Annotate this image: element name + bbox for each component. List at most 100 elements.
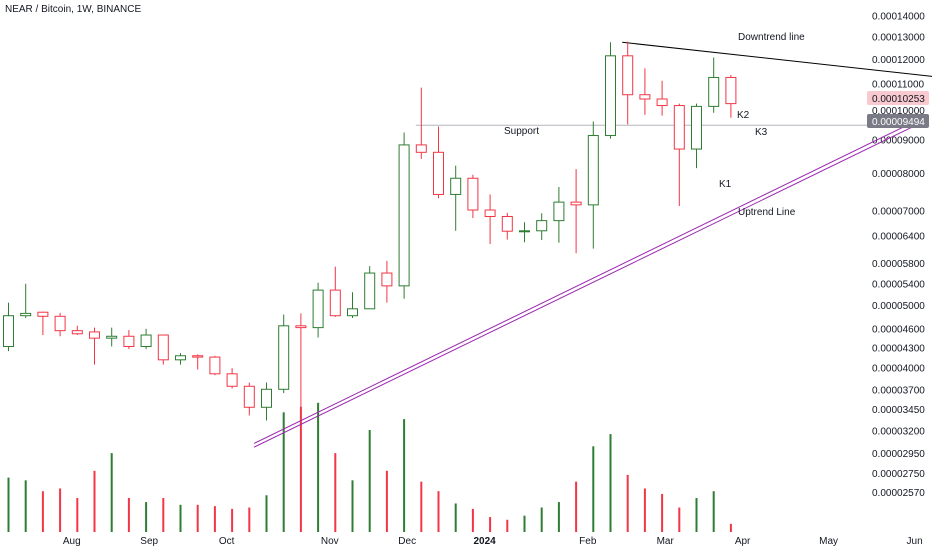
candle (484, 194, 496, 245)
volume-bar (145, 502, 148, 532)
candle (106, 327, 118, 347)
downtrend-label: Downtrend line (738, 32, 805, 43)
x-tick-label: Feb (579, 536, 597, 547)
volume-bar (506, 519, 509, 532)
volume-bar (489, 517, 492, 532)
trendlines (253, 41, 932, 448)
volume-bar (127, 498, 130, 532)
candle (20, 283, 32, 319)
candle-body (433, 151, 444, 195)
volume-bar (162, 498, 165, 532)
volume-bar (41, 491, 44, 532)
volume-bar (351, 480, 354, 532)
candle (501, 212, 513, 240)
candle-body (725, 76, 737, 105)
volume-bar (609, 434, 612, 532)
volume-bar (265, 495, 268, 532)
volume-bar (59, 488, 62, 532)
y-tick-label: 0.00005400 (872, 279, 925, 290)
y-tick-label: 0.00009000 (872, 136, 925, 147)
support-price-tag: 0.00009494 (867, 114, 929, 128)
y-tick-label: 0.00002950 (872, 449, 925, 460)
y-tick-label: 0.00005000 (872, 301, 925, 312)
volume-bar (7, 477, 10, 532)
x-tick-label: May (819, 536, 838, 547)
y-tick-label: 0.00013000 (872, 32, 925, 43)
candle-body (312, 289, 324, 329)
y-tick-label: 0.00008000 (872, 169, 925, 180)
candle (622, 41, 634, 125)
candle (278, 314, 290, 394)
candle-body (347, 308, 358, 317)
volume-bar (299, 406, 302, 532)
candle (175, 353, 186, 365)
y-tick-label: 0.00003450 (872, 405, 925, 416)
last-price-tag: 0.00010253 (867, 91, 929, 105)
candle-body (484, 209, 496, 218)
candle-body (71, 330, 83, 335)
volume-bar (471, 508, 474, 532)
volume-bar (437, 491, 440, 532)
candle (226, 368, 238, 389)
candle (381, 260, 393, 303)
x-tick-label: Nov (321, 536, 339, 547)
time-axis: Aug Sep Oct Nov Dec 2024 Feb Mar Apr May Jun (63, 536, 923, 547)
candle-body (278, 325, 290, 390)
y-tick-label: 0.00012000 (872, 55, 925, 66)
volume-bar (643, 488, 646, 532)
candle (691, 103, 702, 169)
volume-bar (368, 430, 371, 532)
candle (398, 132, 410, 299)
candle (639, 68, 651, 115)
downtrend-line (622, 41, 932, 77)
volume-bar (592, 446, 595, 532)
candle (140, 328, 152, 350)
candle (295, 313, 307, 416)
y-tick-label: 0.00005800 (872, 259, 925, 270)
x-tick-label: Jun (907, 536, 923, 547)
candle-body (656, 98, 668, 107)
candle (708, 57, 720, 113)
candle-body (639, 94, 651, 100)
candle (192, 354, 204, 370)
y-tick-label: 0.00006400 (872, 232, 925, 243)
candle (89, 327, 100, 365)
candle-body (226, 373, 238, 387)
candle-body (519, 230, 530, 233)
volume-bar (695, 498, 698, 532)
x-tick-label: Mar (657, 536, 675, 547)
volume-bar (729, 523, 732, 532)
volume-bar (523, 515, 526, 532)
x-tick-label: Oct (219, 536, 235, 547)
candle-body (398, 144, 410, 287)
candle-body (381, 272, 393, 287)
candle (656, 80, 668, 116)
support-label: Support (504, 126, 539, 137)
candle (605, 42, 616, 139)
candle-body (450, 177, 462, 195)
candle (450, 165, 462, 231)
candle-body (673, 105, 685, 150)
chart-title: NEAR / Bitcoin, 1W, BINANCE (5, 4, 142, 15)
volume-bar (317, 402, 320, 532)
candle (364, 266, 376, 310)
volume-bar (24, 480, 27, 532)
uptrend-line (253, 116, 926, 444)
volume-bar (678, 507, 681, 532)
candle-body (192, 355, 204, 358)
x-tick-label: Sep (140, 536, 158, 547)
candle (329, 266, 341, 317)
volume-bar (93, 470, 96, 532)
volume-bar (420, 481, 423, 532)
candle (433, 126, 444, 199)
candle-body (261, 388, 272, 408)
candle-body (536, 220, 548, 232)
candle (519, 222, 530, 243)
candle-body (37, 311, 49, 317)
candle (37, 311, 49, 336)
y-tick-label: 0.00014000 (872, 11, 925, 22)
candle (157, 334, 169, 365)
candle-body (54, 315, 66, 332)
k1-label: K1 (719, 179, 732, 190)
